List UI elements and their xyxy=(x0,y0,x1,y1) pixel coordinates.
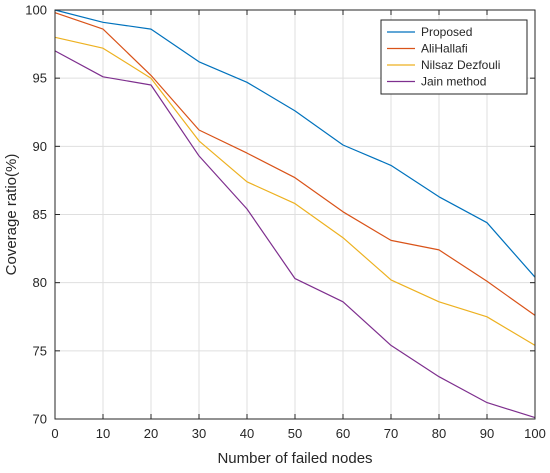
y-tick-label: 75 xyxy=(33,343,47,358)
legend-label: AliHallafi xyxy=(421,42,468,56)
axis-ticks: 0 10 20 30 40 50 60 70 80 90 100 70 75 80 85 90 95 100 xyxy=(25,3,546,442)
x-tick-label: 100 xyxy=(524,426,546,441)
series-line-3 xyxy=(54,50,536,419)
y-axis-label: Coverage ratio(%) xyxy=(3,154,20,276)
x-tick-label: 50 xyxy=(288,426,302,441)
legend-label: Nilsaz Dezfouli xyxy=(421,58,500,72)
x-axis-label: Number of failed nodes xyxy=(217,450,372,467)
series-line-0 xyxy=(54,9,536,278)
x-tick-label: 90 xyxy=(480,426,494,441)
series-lines xyxy=(54,9,536,419)
x-tick-label: 60 xyxy=(336,426,350,441)
y-tick-label: 90 xyxy=(33,139,47,154)
y-tick-label: 85 xyxy=(33,207,47,222)
y-tick-label: 70 xyxy=(33,412,47,427)
y-tick-label: 80 xyxy=(33,275,47,290)
y-tick-label: 100 xyxy=(25,3,47,18)
legend-label: Jain method xyxy=(421,75,486,89)
x-tick-label: 10 xyxy=(96,426,110,441)
x-tick-label: 70 xyxy=(384,426,398,441)
legend-label: Proposed xyxy=(421,25,472,39)
y-tick-label: 95 xyxy=(33,71,47,86)
series-line-1 xyxy=(54,12,536,316)
legend: Proposed AliHallafi Nilsaz Dezfouli Jain me… xyxy=(380,19,528,95)
series-line-2 xyxy=(54,36,536,346)
x-tick-label: 40 xyxy=(240,426,254,441)
x-tick-label: 0 xyxy=(51,426,58,441)
x-tick-label: 80 xyxy=(432,426,446,441)
x-tick-label: 30 xyxy=(192,426,206,441)
x-tick-label: 20 xyxy=(144,426,158,441)
